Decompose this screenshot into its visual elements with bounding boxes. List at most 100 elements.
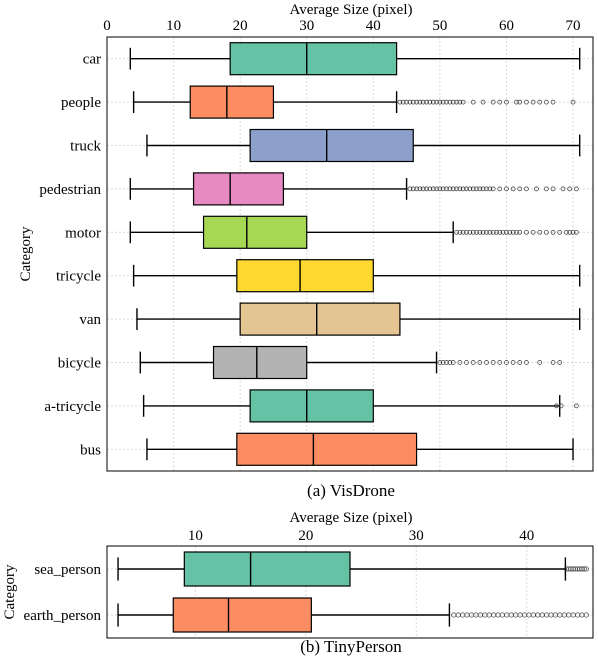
flier-point: [490, 360, 496, 365]
flier-point: [410, 99, 416, 105]
flier-point: [497, 99, 503, 105]
category-label: tricycle: [56, 269, 101, 285]
flier-point: [464, 229, 469, 235]
flier-point: [517, 99, 523, 105]
flier-point: [450, 99, 456, 105]
flier-point: [497, 186, 503, 192]
flier-point: [467, 229, 473, 235]
flier-point: [447, 99, 453, 105]
flier-point: [574, 229, 579, 235]
flier-point: [477, 186, 483, 192]
flier-point: [474, 229, 479, 235]
category-label: van: [79, 312, 101, 328]
x-tick-label: 40: [519, 528, 534, 544]
flier-point: [544, 99, 549, 105]
caption-b: (b) TinyPerson: [300, 637, 402, 656]
flier-point: [460, 186, 466, 192]
flier-point: [510, 186, 516, 192]
x-tick-label: 30: [299, 18, 314, 34]
flier-point: [444, 186, 449, 192]
flier-point: [490, 229, 496, 235]
flier-point: [484, 360, 489, 365]
category-labels-a: car people truck pedestrian motor tricycle van…: [39, 52, 101, 459]
y-axis-label-b: Category: [2, 564, 18, 619]
box-people: [189, 85, 275, 119]
flier-point: [487, 186, 493, 192]
category-label: pedestrian: [39, 182, 101, 198]
flier-point: [434, 99, 439, 105]
flier-point: [454, 99, 459, 105]
boxes-b: [117, 551, 589, 633]
flier-point: [484, 186, 489, 192]
flier-point: [574, 186, 579, 192]
flier-point: [457, 186, 463, 192]
flier-point: [510, 360, 516, 365]
category-label: a-tricycle: [44, 399, 101, 415]
boxes-a: [129, 42, 581, 466]
flier-point: [530, 99, 536, 105]
x-tick-label: 60: [499, 18, 514, 34]
category-labels-b: sea_person earth_person: [24, 562, 102, 624]
flier-point: [567, 186, 573, 192]
flier-point: [457, 229, 463, 235]
flier-point: [440, 186, 446, 192]
flier-point: [534, 186, 539, 192]
flier-point: [424, 99, 429, 105]
box-earth_person: [172, 597, 312, 633]
flier-point: [480, 99, 486, 105]
flier-point: [487, 229, 493, 235]
box-car: [229, 42, 398, 76]
category-label: earth_person: [24, 608, 102, 624]
flier-point: [494, 229, 499, 235]
flier-point: [454, 229, 459, 235]
category-label: people: [61, 95, 101, 111]
flier-point: [524, 186, 529, 192]
flier-point: [480, 186, 486, 192]
flier-point: [477, 360, 483, 365]
flier-point: [504, 360, 509, 365]
flier-point: [490, 186, 496, 192]
panel-visdrone: 0 10 20 30 40 50 60 70 car people truck pedestrian…: [18, 2, 594, 500]
flier-point: [460, 99, 466, 105]
flier-point: [470, 229, 476, 235]
flier-point: [500, 229, 506, 235]
flier-point: [560, 186, 566, 192]
flier-point: [444, 360, 449, 365]
flier-point: [537, 99, 543, 105]
category-label: bicycle: [58, 356, 102, 372]
flier-point: [550, 186, 556, 192]
flier-point: [583, 612, 589, 618]
flier-point: [570, 229, 576, 235]
flier-point: [567, 229, 573, 235]
box-tricycle: [236, 259, 374, 293]
x-axis-label-a: Average Size (pixel): [290, 2, 413, 18]
flier-point: [410, 186, 416, 192]
flier-point: [557, 360, 563, 365]
flier-point: [564, 229, 569, 235]
category-label: sea_person: [34, 562, 101, 578]
flier-point: [417, 99, 423, 105]
flier-point: [530, 229, 536, 235]
category-label: truck: [70, 139, 101, 155]
flier-point: [467, 186, 473, 192]
flier-point: [414, 186, 419, 192]
flier-point: [570, 99, 576, 105]
flier-point: [524, 360, 529, 365]
flier-point: [464, 186, 469, 192]
flier-point: [444, 99, 449, 105]
flier-point: [504, 229, 509, 235]
flier-point: [457, 360, 463, 365]
flier-point: [517, 229, 523, 235]
flier-point: [517, 360, 523, 365]
panel-tinyperson: 10 20 30 40 sea_person earth_person Average …: [2, 510, 594, 656]
flier-point: [550, 99, 556, 105]
box-bus: [236, 432, 418, 466]
flier-point: [524, 99, 529, 105]
flier-point: [583, 566, 589, 572]
x-tick-label: 30: [409, 528, 424, 544]
flier-point: [550, 229, 556, 235]
flier-point: [400, 99, 406, 105]
flier-point: [504, 99, 509, 105]
box-van: [239, 302, 401, 336]
flier-point: [537, 229, 543, 235]
